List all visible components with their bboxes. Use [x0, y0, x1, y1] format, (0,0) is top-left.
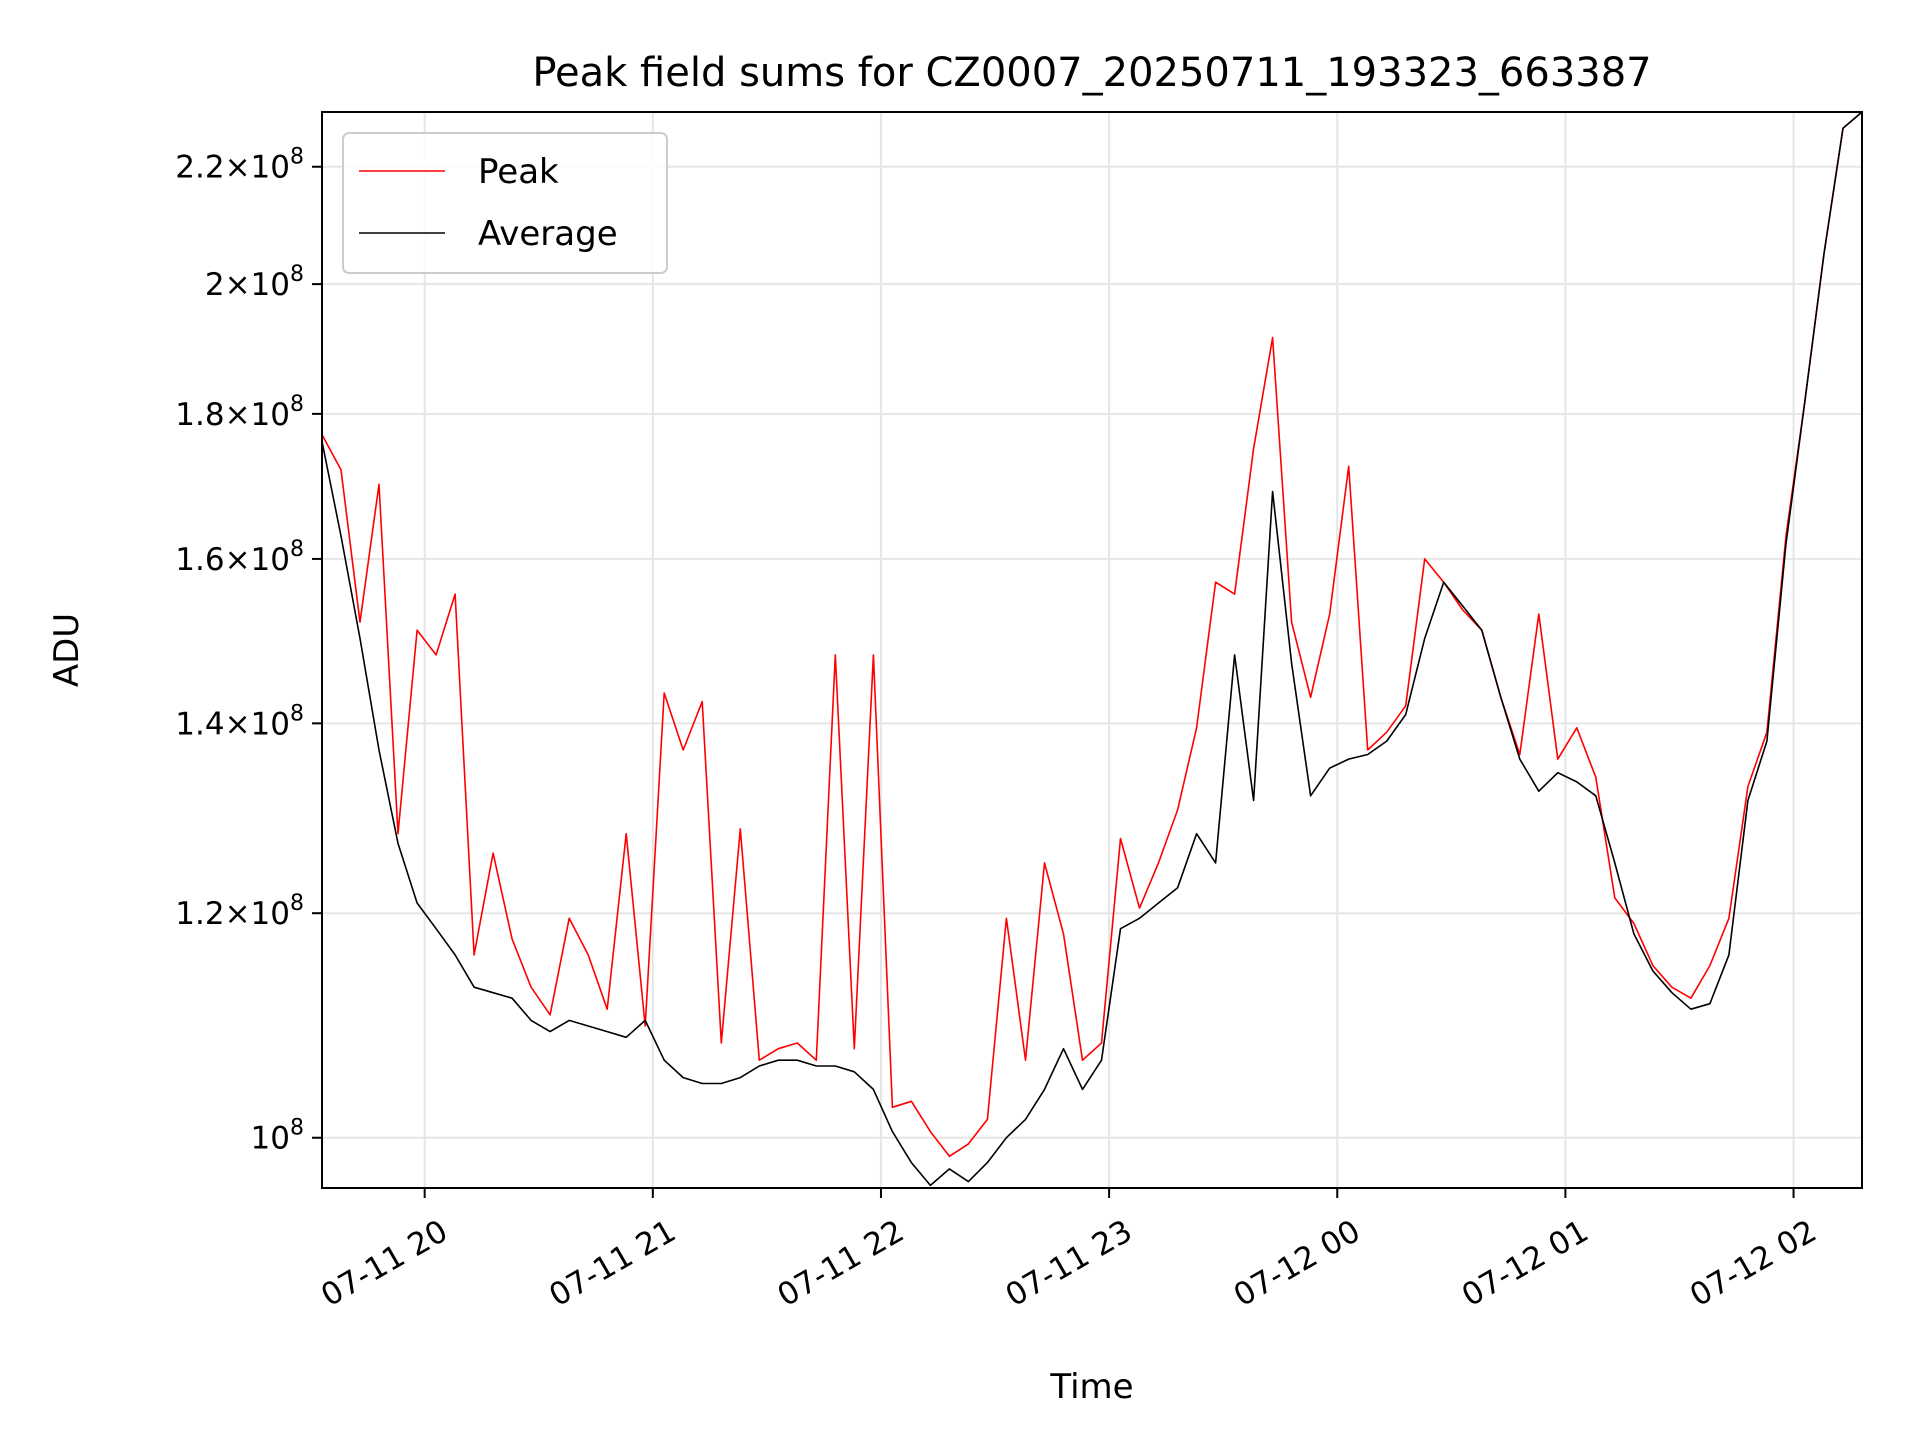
plot-frame	[321, 111, 1863, 1189]
y-tick-label: 1.2×108	[175, 891, 304, 932]
legend-average-label: Average	[478, 214, 618, 254]
y-tick-label: 1.6×108	[175, 537, 304, 578]
y-tick-label: 1.8×108	[175, 392, 304, 433]
chart-title: Peak field sums for CZ0007_20250711_1933…	[532, 50, 1651, 96]
y-tick-label: 108	[251, 1116, 304, 1157]
legend-box	[342, 132, 668, 274]
plot-area	[321, 111, 1863, 1187]
x-axis-label: Time	[1049, 1367, 1133, 1407]
series-line-average	[321, 111, 1863, 1187]
y-tick-label: 2×108	[205, 262, 304, 303]
y-tick-label: 1.4×108	[175, 701, 304, 742]
y-axis: 108 1.2×108 1.4×108 1.6×108 1.8×108 2×108 2.2×…	[175, 145, 322, 1157]
y-axis-label: ADU	[47, 613, 87, 687]
series-line-peak	[321, 111, 1863, 1158]
legend: Peak Average	[342, 132, 668, 274]
legend-peak-label: Peak	[478, 152, 559, 192]
grid	[322, 112, 1862, 1188]
y-tick-label: 2.2×108	[175, 145, 304, 186]
